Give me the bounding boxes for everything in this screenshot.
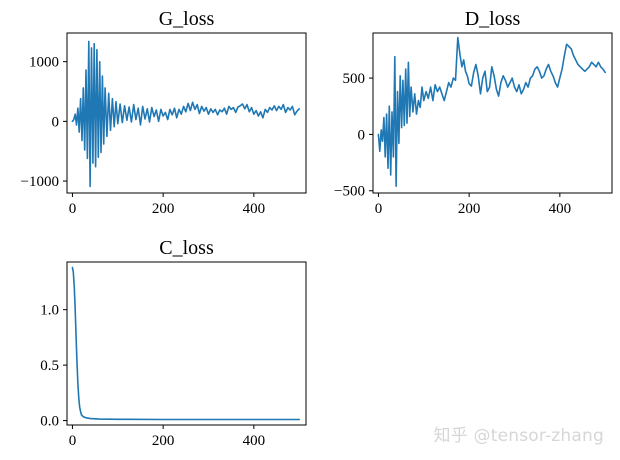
y-tick-label: −1000 [21, 174, 59, 190]
series-line [71, 266, 300, 421]
y-tick-label: 0.5 [40, 358, 59, 374]
chart-title: G_loss [159, 8, 215, 30]
x-tick-label: 0 [69, 433, 77, 449]
y-tick-label: 500 [343, 71, 366, 87]
x-tick-label: 200 [152, 433, 175, 449]
x-tick-label: 400 [549, 201, 572, 217]
y-tick-label: −500 [334, 184, 365, 200]
chart-title: D_loss [465, 8, 521, 30]
x-tick-label: 400 [243, 201, 266, 217]
y-tick-label: 1000 [29, 55, 59, 71]
series-line [71, 40, 300, 188]
subplot-g-loss: G_loss 0 200 400 −1000 0 1000 [21, 8, 307, 217]
x-tick-label: 200 [458, 201, 481, 217]
chart-title: C_loss [159, 237, 214, 259]
x-tick-label: 400 [243, 433, 266, 449]
y-tick-label: 0.0 [40, 414, 59, 430]
subplot-d-loss: D_loss 0 200 400 −500 0 500 [334, 8, 613, 217]
x-tick-label: 200 [152, 201, 175, 217]
y-tick-label: 0 [52, 114, 60, 130]
x-tick-label: 0 [69, 201, 77, 217]
watermark-text: 知乎 @tensor-zhang [433, 426, 604, 446]
axes-frame [66, 261, 307, 426]
x-tick-label: 0 [375, 201, 383, 217]
y-tick-label: 1.0 [40, 303, 59, 319]
subplot-c-loss: C_loss 0 200 400 0.0 0.5 1.0 [40, 237, 307, 449]
axes-frame [372, 32, 613, 194]
series-line [377, 36, 606, 187]
axes-frame [66, 32, 307, 194]
y-tick-label: 0 [358, 127, 366, 143]
